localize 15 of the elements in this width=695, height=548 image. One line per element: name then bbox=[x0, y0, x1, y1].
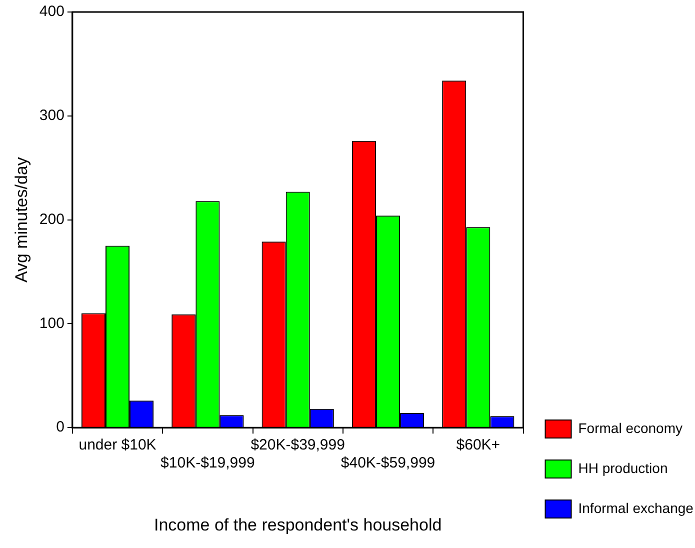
x-axis-title: Income of the respondent's household bbox=[154, 515, 442, 534]
y-tick-label: 300 bbox=[39, 107, 64, 124]
y-tick-label: 400 bbox=[39, 3, 64, 20]
y-tick-label: 0 bbox=[56, 418, 64, 436]
y-axis-title: Avg minutes/day bbox=[12, 156, 31, 282]
x-tick-label: $10K-$19,999 bbox=[160, 454, 255, 472]
y-tick-label: 200 bbox=[39, 210, 64, 228]
x-tick-label: under $10K bbox=[78, 436, 156, 454]
x-tick-label: $40K-$59,999 bbox=[340, 454, 436, 472]
y-tick-label: 100 bbox=[39, 314, 64, 332]
x-tick-label: $20K-$39,999 bbox=[250, 436, 345, 454]
x-tick-label: $60K+ bbox=[456, 436, 500, 454]
legend-label: Formal economy bbox=[578, 420, 683, 436]
legend-label: Informal exchange bbox=[578, 500, 694, 516]
legend-label: HH production bbox=[578, 460, 668, 476]
